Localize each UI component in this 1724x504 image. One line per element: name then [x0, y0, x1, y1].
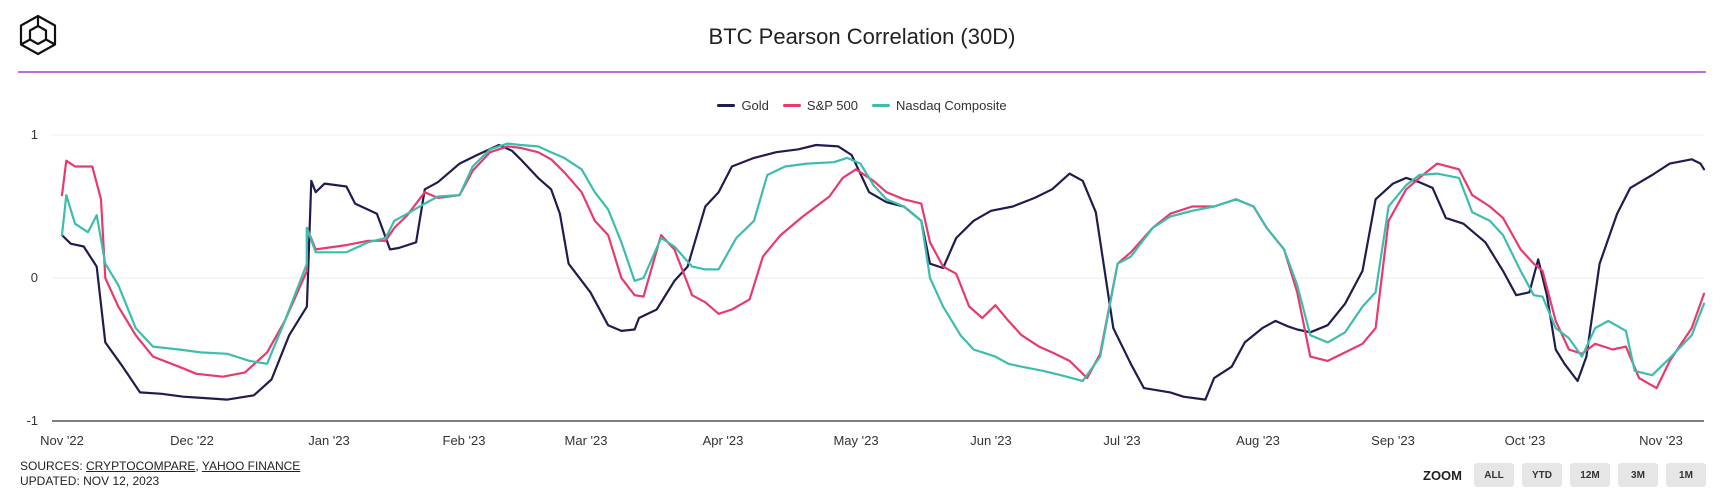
legend-item-nasdaq[interactable]: Nasdaq Composite	[872, 98, 1007, 113]
x-tick-label: Jul '23	[1103, 433, 1140, 448]
sources-prefix: SOURCES:	[20, 459, 87, 473]
sources-block: SOURCES: CRYPTOCOMPARE, YAHOO FINANCE UP…	[20, 459, 300, 489]
x-tick-label: May '23	[833, 433, 878, 448]
legend-item-gold[interactable]: Gold	[717, 98, 769, 113]
source-link-cryptocompare[interactable]: CRYPTOCOMPARE	[86, 459, 196, 473]
series-line-gold[interactable]	[60, 143, 1706, 401]
series-line-nasdaq-composite[interactable]	[60, 142, 1706, 383]
sources-separator: ,	[195, 459, 202, 473]
zoom-ytd-button[interactable]: YTD	[1522, 463, 1562, 487]
x-tick-label: Jan '23	[308, 433, 350, 448]
zoom-controls: ZOOM ALL YTD 12M 3M 1M	[1423, 463, 1706, 487]
y-tick-label: -1	[26, 413, 38, 428]
chart-title: BTC Pearson Correlation (30D)	[708, 24, 1016, 49]
x-tick-label: Nov '23	[1639, 433, 1683, 448]
legend-label-sp500: S&P 500	[806, 98, 858, 113]
header-divider	[18, 71, 1706, 73]
series-line-s-p-500[interactable]	[60, 145, 1706, 390]
x-tick-label: Aug '23	[1236, 433, 1280, 448]
zoom-3m-button[interactable]: 3M	[1618, 463, 1658, 487]
source-link-yahoo-finance[interactable]: YAHOO FINANCE	[201, 459, 301, 473]
chart-grid	[52, 134, 1704, 422]
x-tick-label: Dec '22	[170, 433, 214, 448]
x-tick-label: Jun '23	[970, 433, 1012, 448]
y-tick-label: 0	[31, 270, 38, 285]
x-axis-ticks: Nov '22 Dec '22 Jan '23 Feb '23 Mar '23 Apr '…	[40, 433, 1683, 448]
legend-label-gold: Gold	[741, 98, 769, 113]
zoom-label: ZOOM	[1423, 467, 1462, 483]
chart-series	[60, 142, 1706, 401]
legend-swatch-gold	[717, 104, 736, 107]
chart-legend: Gold S&P 500 Nasdaq Composite	[0, 98, 1724, 113]
zoom-12m-button[interactable]: 12M	[1570, 463, 1610, 487]
legend-label-nasdaq: Nasdaq Composite	[896, 98, 1007, 113]
x-tick-label: Sep '23	[1371, 433, 1415, 448]
legend-swatch-sp500	[782, 104, 801, 107]
y-axis-ticks: 1 0 -1	[26, 127, 38, 428]
zoom-1m-button[interactable]: 1M	[1666, 463, 1706, 487]
x-tick-label: Feb '23	[443, 433, 486, 448]
zoom-all-button[interactable]: ALL	[1474, 463, 1514, 487]
y-tick-label: 1	[31, 127, 38, 142]
x-tick-label: Apr '23	[703, 433, 744, 448]
updated-date: UPDATED: NOV 12, 2023	[20, 474, 160, 488]
x-tick-label: Mar '23	[565, 433, 608, 448]
legend-swatch-nasdaq	[872, 104, 890, 107]
legend-item-sp500[interactable]: S&P 500	[782, 98, 858, 113]
the-block-cube-logo-icon[interactable]	[18, 14, 58, 56]
x-tick-label: Oct '23	[1505, 433, 1546, 448]
x-tick-label: Nov '22	[40, 433, 84, 448]
